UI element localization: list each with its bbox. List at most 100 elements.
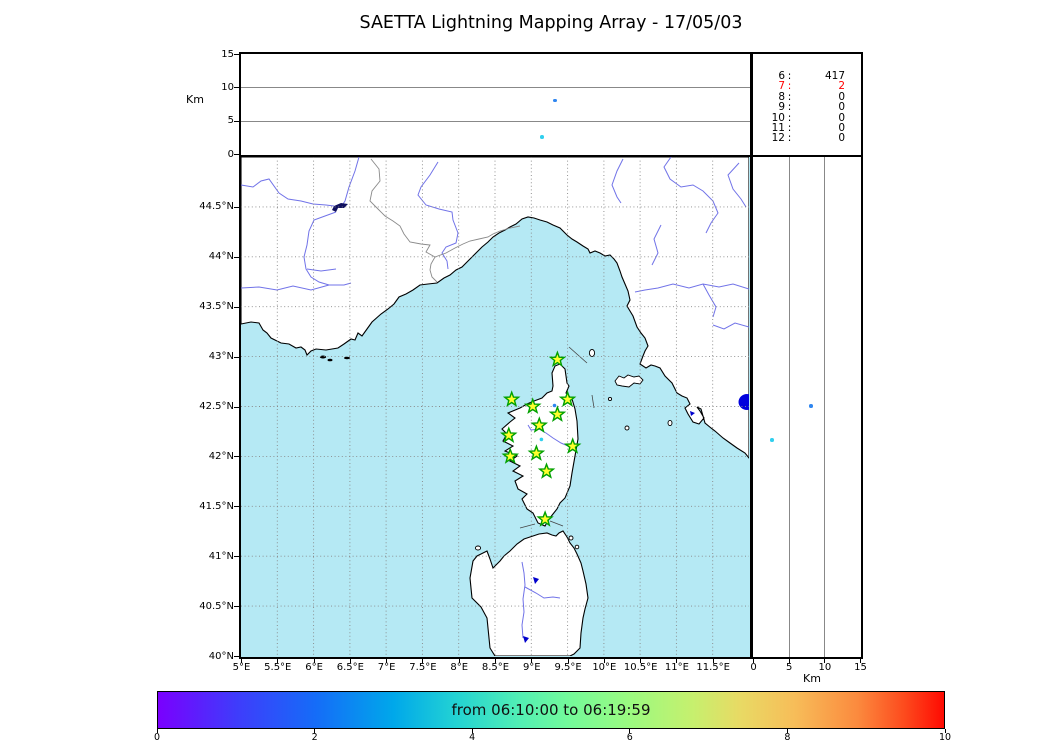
- count-row: 11:0: [771, 122, 845, 135]
- axis-tick: [603, 659, 605, 663]
- longitude-tick-label: 9.5°E: [554, 662, 582, 673]
- axis-tick: [234, 206, 239, 208]
- lma-station-star: [527, 444, 546, 461]
- altitude-tick-label: 10: [221, 81, 234, 93]
- count-row: 8:0: [778, 90, 845, 103]
- km-axis-label: Km: [803, 672, 821, 685]
- latitude-tick-label: 41.5°N: [199, 500, 234, 512]
- altitude-tick-label: 0: [227, 148, 234, 160]
- longitude-tick-label: 11.5°E: [696, 662, 730, 673]
- count-row: 7:2: [778, 80, 845, 93]
- longitude-tick-label: 7°E: [377, 662, 396, 673]
- lma-station-star: [548, 405, 567, 422]
- axis-tick: [241, 659, 242, 663]
- axis-tick: [458, 659, 460, 663]
- longitude-tick-label: 9°E: [522, 662, 541, 673]
- latitude-tick-label: 44°N: [208, 251, 234, 263]
- axis-tick: [234, 256, 239, 258]
- axis-tick: [156, 729, 158, 733]
- longitude-tick-label: 6°E: [305, 662, 323, 673]
- colorbar-tick-label: 2: [311, 732, 318, 743]
- axis-tick: [234, 306, 239, 308]
- lake-bolsena: [738, 394, 749, 410]
- colorbar-label: from 06:10:00 to 06:19:59: [451, 701, 651, 719]
- lakes: [332, 203, 749, 643]
- latitude-tick-label: 40°N: [208, 650, 234, 662]
- lma-station-star: [502, 390, 521, 407]
- longitude-tick-label: 7.5°E: [409, 662, 437, 673]
- latitude-tick-label: 43.5°N: [199, 301, 234, 313]
- count-row: 12:0: [771, 132, 845, 145]
- lightning-source-point: [552, 403, 557, 408]
- lightning-source-point: [809, 404, 814, 408]
- map-dynamic-layer: [241, 157, 749, 656]
- map-line-segments: [519, 346, 595, 529]
- source-counts-panel: 6:417 7:2 8:0 9:0 10:0 11:0 12:0: [751, 52, 863, 157]
- axis-tick: [567, 659, 569, 663]
- colorbar-tick-label: 10: [938, 732, 952, 743]
- axis-tick: [234, 556, 239, 558]
- lightning-source-point: [540, 135, 544, 139]
- altitude-tick-label: 5: [227, 115, 234, 127]
- latitude-tick-label: 41°N: [208, 550, 234, 562]
- longitude-tick-label: 11°E: [664, 662, 689, 673]
- axis-tick: [313, 659, 315, 663]
- lma-station-star: [530, 416, 549, 433]
- longitude-tick-label: 10°E: [592, 662, 617, 673]
- axis-tick: [629, 729, 631, 733]
- rivers: [241, 157, 749, 639]
- latitude-tick-label: 43°N: [208, 351, 234, 363]
- lma-station-star: [558, 390, 577, 407]
- km-gridline: [788, 157, 790, 657]
- latitude-tick-label: 40.5°N: [199, 600, 234, 612]
- lma-station-star: [548, 350, 567, 368]
- altitude-gridline: [241, 87, 750, 89]
- longitude-tick-label: 5.5°E: [264, 662, 292, 673]
- axis-tick: [531, 659, 533, 663]
- axis-tick: [234, 606, 239, 608]
- axis-tick: [234, 406, 239, 408]
- count-row: 6:417: [778, 70, 845, 82]
- longitude-tick-label: 5°E: [232, 662, 251, 673]
- axis-tick: [824, 659, 826, 663]
- axis-tick: [234, 87, 239, 89]
- axis-tick: [676, 659, 678, 663]
- map-graticule: [241, 157, 749, 656]
- longitude-tick-label: 8.5°E: [481, 662, 510, 673]
- axis-tick: [386, 659, 388, 663]
- page-title: SAETTA Lightning Mapping Array - 17/05/0…: [359, 13, 743, 33]
- axis-tick: [234, 154, 239, 155]
- altitude-latitude-panel: [751, 155, 863, 659]
- lma-station-star: [501, 447, 520, 464]
- lightning-source-point: [539, 437, 544, 442]
- colorbar-tick-label: 4: [469, 732, 476, 743]
- axis-tick: [753, 659, 754, 663]
- axis-tick: [234, 54, 239, 55]
- axis-tick: [712, 659, 714, 663]
- axis-tick: [640, 659, 642, 663]
- axis-tick: [277, 659, 279, 663]
- hyeres-islands: [319, 355, 350, 362]
- axis-tick: [234, 356, 239, 358]
- latitude-tick-label: 44.5°N: [199, 201, 234, 213]
- colorbar-tick-label: 6: [626, 732, 633, 743]
- axis-tick: [234, 456, 239, 458]
- axis-tick: [860, 659, 861, 663]
- axis-tick: [495, 659, 496, 663]
- latitude-tick-label: 42.5°N: [199, 401, 234, 412]
- axis-tick: [944, 729, 946, 733]
- km-tick-label: 5: [785, 662, 793, 673]
- axis-tick: [234, 506, 239, 508]
- latitude-tick-label: 42°N: [208, 450, 234, 462]
- source-counts-list: 6:417 7:2 8:0 9:0 10:0 11:0 12:0: [753, 54, 861, 144]
- count-row: 9:0: [778, 101, 845, 114]
- km-gridline: [824, 157, 826, 657]
- small-islands: [474, 348, 673, 551]
- admin-borders: [369, 158, 521, 283]
- count-row: 10:0: [771, 111, 845, 124]
- axis-tick: [234, 120, 239, 122]
- colorbar-tick-label: 8: [784, 732, 791, 743]
- longitude-tick-label: 8°E: [450, 662, 469, 673]
- axis-tick: [788, 659, 790, 663]
- km-tick-label: 0: [750, 662, 757, 673]
